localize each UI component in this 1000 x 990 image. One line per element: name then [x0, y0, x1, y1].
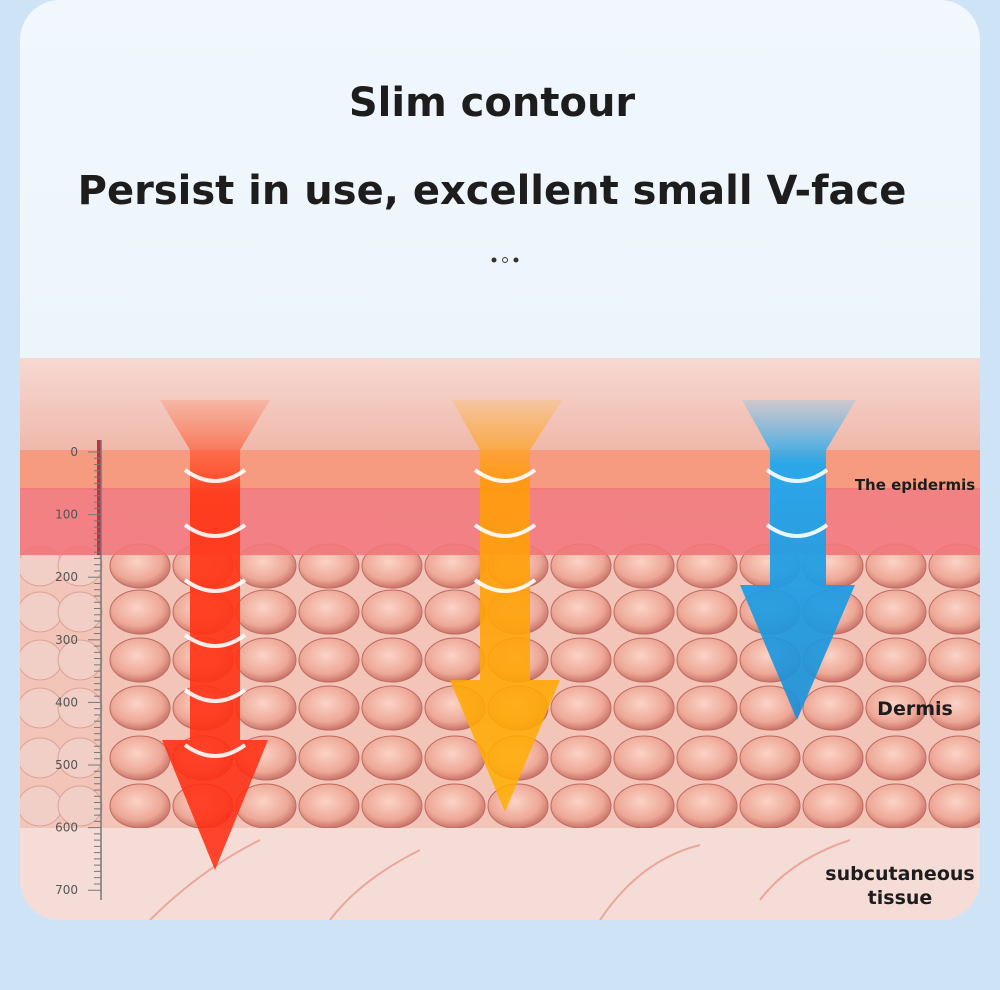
cell	[928, 685, 980, 731]
cell	[361, 783, 423, 829]
orange-arrow	[450, 400, 562, 812]
cell	[802, 685, 864, 731]
cell	[298, 685, 360, 731]
cell	[550, 783, 612, 829]
dot	[513, 257, 519, 263]
cell	[613, 783, 675, 829]
cell	[865, 735, 927, 781]
cell	[928, 637, 980, 683]
cell	[865, 637, 927, 683]
ruler-label: 600	[55, 821, 78, 835]
cell	[20, 591, 63, 633]
ruler: 0 100 200 300 400 500 600 700	[55, 445, 101, 897]
cell	[57, 591, 103, 633]
cell	[235, 589, 297, 635]
cell	[676, 783, 738, 829]
cell	[57, 687, 103, 729]
skin-diagram: 0 100 200 300 400 500 600 700	[20, 358, 980, 920]
cell	[865, 783, 927, 829]
cell	[865, 685, 927, 731]
ruler-label: 700	[55, 883, 78, 897]
cell	[613, 637, 675, 683]
subtitle: Persist in use, excellent small V-face	[78, 168, 907, 214]
cell	[424, 637, 486, 683]
cell	[550, 685, 612, 731]
blue-arrow	[740, 400, 856, 720]
chevron	[183, 743, 247, 758]
ruler-label: 100	[55, 508, 78, 522]
layer-label: subcutaneous tissue	[825, 863, 975, 909]
cell	[109, 685, 171, 731]
ruler-label: 500	[55, 758, 78, 772]
cell	[613, 589, 675, 635]
cell	[550, 589, 612, 635]
cell	[928, 783, 980, 829]
chevron	[183, 468, 247, 483]
cell	[298, 589, 360, 635]
chevron	[473, 578, 537, 593]
chevron	[765, 523, 829, 538]
cell	[928, 735, 980, 781]
dot	[502, 257, 508, 263]
vessels	[149, 839, 851, 920]
layer-label: Dermis	[877, 698, 953, 720]
cell	[361, 685, 423, 731]
cell	[109, 783, 171, 829]
cell	[57, 785, 103, 827]
ruler-marker	[97, 440, 101, 555]
cell	[739, 735, 801, 781]
cell	[361, 735, 423, 781]
chevron	[183, 688, 247, 703]
cell	[298, 783, 360, 829]
chevron	[183, 633, 247, 648]
cell	[676, 685, 738, 731]
chevron	[473, 468, 537, 483]
cell	[676, 735, 738, 781]
dot	[491, 257, 497, 263]
ruler-label: 200	[55, 570, 78, 584]
cell	[676, 637, 738, 683]
cell	[424, 589, 486, 635]
cell	[424, 735, 486, 781]
cell	[57, 737, 103, 779]
cell	[676, 589, 738, 635]
ruler-label: 400	[55, 695, 78, 709]
ruler-label: 300	[55, 633, 78, 647]
cell	[57, 639, 103, 681]
chevrons	[183, 468, 829, 758]
cell	[550, 735, 612, 781]
cell	[109, 589, 171, 635]
cell	[361, 589, 423, 635]
cell	[865, 589, 927, 635]
layer-label-box: subcutaneous tissue	[825, 863, 975, 909]
cell	[109, 637, 171, 683]
cell	[424, 783, 486, 829]
cell	[613, 735, 675, 781]
cell	[550, 637, 612, 683]
cell	[109, 735, 171, 781]
cell	[739, 783, 801, 829]
chevron	[765, 468, 829, 483]
cell	[235, 685, 297, 731]
cell	[235, 637, 297, 683]
red-arrow	[160, 400, 270, 870]
cell	[802, 735, 864, 781]
cell	[613, 685, 675, 731]
cell	[361, 637, 423, 683]
chevron	[183, 578, 247, 593]
chevron	[183, 523, 247, 538]
cell	[928, 589, 980, 635]
chevron	[473, 523, 537, 538]
cell	[298, 735, 360, 781]
ruler-label: 0	[70, 445, 78, 459]
cell	[802, 783, 864, 829]
layer-label: The epidermis	[855, 476, 975, 494]
cell	[298, 637, 360, 683]
title: Slim contour	[349, 80, 636, 126]
subcutaneous	[20, 828, 980, 920]
